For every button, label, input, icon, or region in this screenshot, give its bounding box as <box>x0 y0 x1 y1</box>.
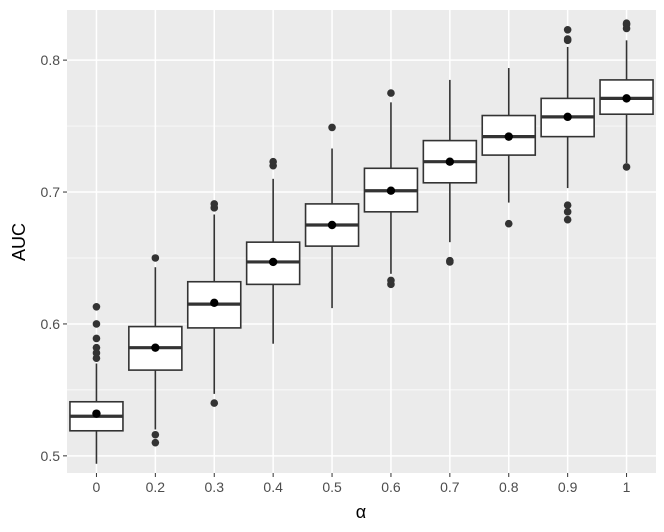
mean-point <box>386 186 396 195</box>
box-0.7 <box>422 79 478 266</box>
x-axis-ticks: 0 0.2 0.3 0.4 0.5 0.6 0.7 0.8 0.9 1 <box>93 473 631 495</box>
outlier-point <box>151 254 160 262</box>
outlier-point <box>210 200 219 208</box>
outlier-point <box>269 157 277 166</box>
outlier-point <box>387 89 395 97</box>
mean-point <box>151 343 160 352</box>
y-tick-label: 0.6 <box>41 316 61 332</box>
x-tick-label: 1 <box>623 479 631 495</box>
plot-panel <box>67 10 656 473</box>
outlier-point <box>387 276 395 285</box>
x-axis-title: α <box>356 502 366 522</box>
outlier-point <box>92 349 101 357</box>
y-tick-label: 0.8 <box>41 52 61 68</box>
outlier-point <box>563 208 572 216</box>
outlier-point <box>622 19 631 27</box>
x-tick-label: 0.6 <box>381 479 401 495</box>
mean-point <box>563 112 572 122</box>
outlier-point <box>563 25 572 34</box>
box-0.4 <box>245 157 301 344</box>
outlier-point <box>446 256 454 265</box>
outlier-point <box>92 354 101 363</box>
outlier-point <box>92 343 101 352</box>
mean-point <box>504 132 513 141</box>
outlier-point <box>92 320 101 328</box>
y-tick-label: 0.5 <box>41 448 61 464</box>
x-tick-label: 0 <box>93 479 101 495</box>
x-tick-label: 0.7 <box>440 479 460 495</box>
x-tick-label: 0.5 <box>322 479 342 495</box>
outlier-point <box>328 123 336 132</box>
outlier-point <box>92 334 101 343</box>
box-0.9 <box>540 25 595 224</box>
mean-point <box>327 220 337 230</box>
box-1 <box>599 19 654 171</box>
x-tick-label: 0.3 <box>205 479 225 495</box>
outlier-point <box>151 438 160 447</box>
mean-point <box>445 157 455 166</box>
outlier-point <box>563 215 572 224</box>
box-0 <box>69 302 124 464</box>
mean-point <box>210 298 219 308</box>
x-tick-label: 0.9 <box>558 479 578 495</box>
box-0.5 <box>304 123 360 309</box>
outlier-point <box>151 430 160 439</box>
outlier-point <box>504 219 513 228</box>
outlier-point <box>563 201 572 210</box>
mean-point <box>268 257 278 267</box>
box-0.6 <box>363 89 419 289</box>
outlier-point <box>210 399 219 407</box>
outlier-point <box>92 302 101 311</box>
outlier-point <box>563 35 572 43</box>
mean-point <box>622 94 631 103</box>
y-tick-label: 0.7 <box>41 184 61 200</box>
box-0.2 <box>128 254 183 447</box>
box-plots <box>69 19 654 464</box>
box-0.8 <box>481 68 537 228</box>
y-axis-ticks: 0.5 0.6 0.7 0.8 <box>41 52 67 464</box>
outlier-point <box>622 163 631 171</box>
mean-point <box>92 409 101 418</box>
x-tick-label: 0.4 <box>263 479 283 495</box>
box-0.3 <box>186 200 242 407</box>
x-tick-label: 0.8 <box>499 479 519 495</box>
y-axis-title: AUC <box>9 223 29 261</box>
x-tick-label: 0.2 <box>146 479 166 495</box>
